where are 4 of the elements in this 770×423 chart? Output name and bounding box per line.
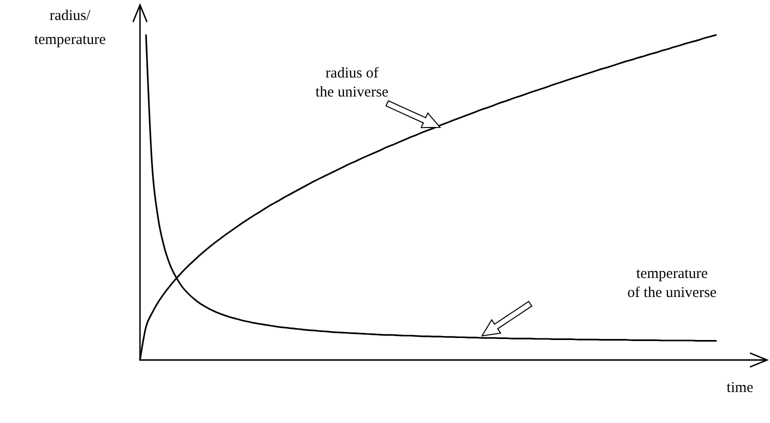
- text: temperature of the universe: [627, 266, 717, 301]
- y-axis-title: radius/temperature: [34, 8, 106, 48]
- text: radius of the universe: [316, 65, 389, 100]
- x-axis-title: time: [726, 380, 754, 396]
